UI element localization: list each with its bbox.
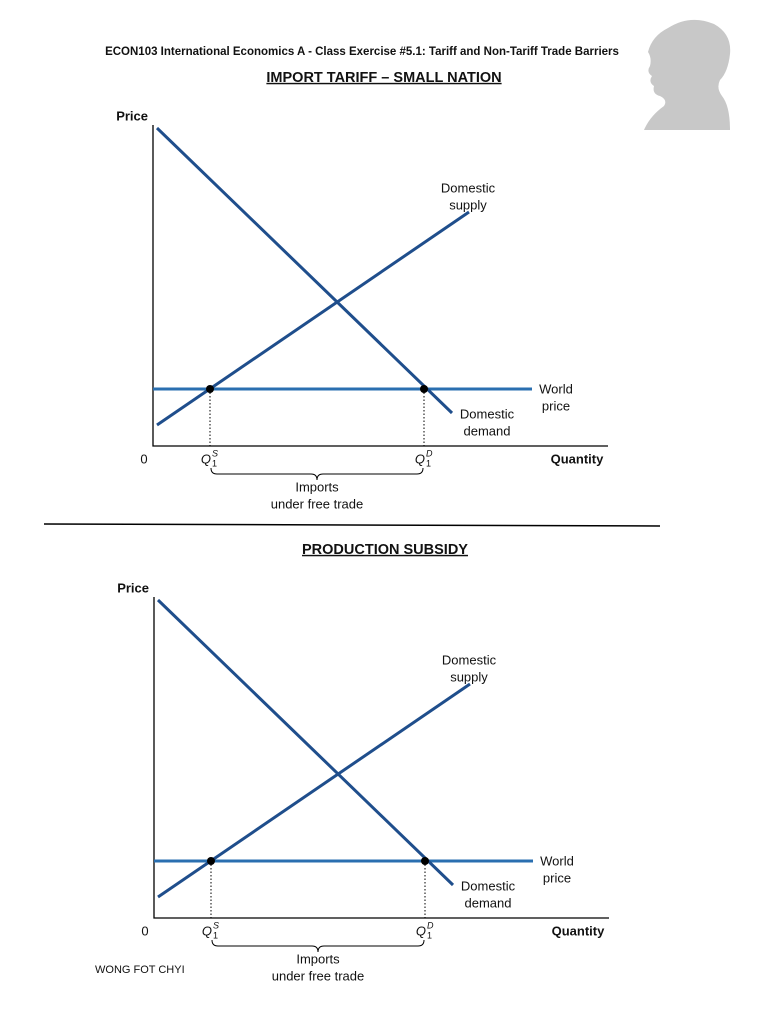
demand-label: Domestic bbox=[460, 406, 515, 421]
imports-brace bbox=[211, 939, 425, 953]
quantity-subscript: 1 bbox=[427, 930, 432, 940]
imports-label: under free trade bbox=[272, 968, 365, 983]
section-title: PRODUCTION SUBSIDY bbox=[302, 542, 468, 558]
axes bbox=[152, 125, 608, 447]
supply-label: supply bbox=[449, 197, 487, 212]
world-price-label: World bbox=[539, 381, 573, 396]
author: WONG FOT CHYI bbox=[95, 964, 185, 976]
x-axis-label: Quantity bbox=[551, 451, 604, 466]
y-axis-label: Price bbox=[116, 108, 148, 123]
axes bbox=[153, 597, 609, 919]
quantity-superscript: S bbox=[213, 920, 219, 930]
portrait-logo bbox=[644, 19, 731, 130]
intersection-point bbox=[206, 385, 214, 393]
world-price-label: World bbox=[540, 853, 574, 868]
demand-label: Domestic bbox=[461, 878, 516, 893]
y-axis-label: Price bbox=[117, 580, 149, 595]
supply-label: Domestic bbox=[441, 180, 496, 195]
origin-label: 0 bbox=[141, 923, 148, 938]
quantity-symbol: Q bbox=[416, 923, 426, 938]
quantity-symbol: Q bbox=[201, 451, 211, 466]
section-divider bbox=[43, 523, 661, 527]
quantity-subscript: 1 bbox=[213, 930, 218, 940]
quantity-subscript: 1 bbox=[426, 458, 431, 468]
section: IMPORT TARIFF – SMALL NATION Price 0 Quanti… bbox=[116, 70, 608, 511]
demand-label: demand bbox=[465, 895, 512, 910]
imports-label: under free trade bbox=[271, 496, 364, 511]
supply-label: supply bbox=[450, 669, 488, 684]
section: PRODUCTION SUBSIDY Price 0 Quantity Domestic… bbox=[117, 542, 609, 983]
imports-label: Imports bbox=[295, 479, 339, 494]
quantity-superscript: S bbox=[212, 448, 218, 458]
supply-label: Domestic bbox=[442, 652, 497, 667]
quantity-superscript: D bbox=[427, 920, 434, 930]
demand-curve bbox=[156, 598, 455, 887]
intersection-point bbox=[207, 857, 215, 865]
x-axis-label: Quantity bbox=[552, 923, 605, 938]
intersection-point bbox=[421, 857, 429, 865]
imports-label: Imports bbox=[296, 951, 340, 966]
world-price-label: price bbox=[542, 398, 570, 413]
quantity-symbol: Q bbox=[202, 923, 212, 938]
demand-curve bbox=[155, 126, 454, 415]
quantity-superscript: D bbox=[426, 448, 433, 458]
world-price-label: price bbox=[543, 870, 571, 885]
course-header: ECON103 International Economics A - Clas… bbox=[105, 46, 619, 58]
demand-label: demand bbox=[464, 423, 511, 438]
quantity-subscript: 1 bbox=[212, 458, 217, 468]
section-title: IMPORT TARIFF – SMALL NATION bbox=[266, 70, 501, 86]
intersection-point bbox=[420, 385, 428, 393]
quantity-symbol: Q bbox=[415, 451, 425, 466]
origin-label: 0 bbox=[140, 451, 147, 466]
imports-brace bbox=[210, 467, 424, 481]
